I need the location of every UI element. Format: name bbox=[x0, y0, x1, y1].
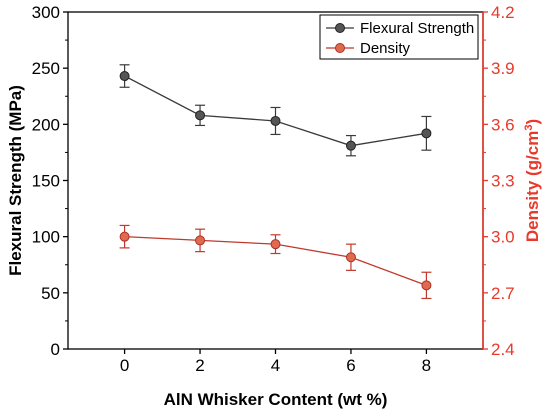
plot-area-border bbox=[67, 11, 484, 350]
y-right-tick-label: 2.4 bbox=[491, 340, 515, 359]
data-point-density bbox=[119, 231, 130, 242]
legend-label-flexural-strength: Flexural Strength bbox=[360, 20, 474, 37]
x-tick-label: 6 bbox=[346, 356, 355, 375]
x-tick-label: 0 bbox=[120, 356, 129, 375]
legend-marker-flexural-strength bbox=[335, 23, 345, 33]
y-right-axis-title-close: ) bbox=[523, 119, 542, 125]
data-point-density bbox=[195, 235, 206, 246]
y-left-tick-label: 150 bbox=[32, 172, 60, 191]
y-left-tick-label: 100 bbox=[32, 228, 60, 247]
data-point-flexural-strength bbox=[345, 140, 356, 151]
series-density bbox=[119, 224, 432, 300]
y-left-tick-label: 300 bbox=[32, 3, 60, 22]
data-point-density bbox=[421, 280, 432, 291]
data-point-flexural-strength bbox=[270, 115, 281, 126]
data-point-density bbox=[345, 252, 356, 263]
legend-box bbox=[319, 14, 479, 60]
y-right-axis-title: Density (g/cm3) bbox=[523, 119, 542, 242]
y-left-axis-title: Flexural Strength (MPa) bbox=[6, 85, 25, 276]
data-point-density bbox=[270, 239, 281, 250]
y-right-tick-label: 2.7 bbox=[491, 284, 515, 303]
y-left-tick-label: 50 bbox=[41, 284, 60, 303]
legend-marker-density bbox=[335, 43, 345, 53]
y-right-tick-label: 3.9 bbox=[491, 59, 515, 78]
legend-item-flexural-strength: Flexural Strength bbox=[326, 20, 474, 37]
y-left-tick-label: 0 bbox=[51, 340, 60, 359]
x-axis-title: AlN Whisker Content (wt %) bbox=[164, 390, 388, 409]
x-tick-label: 2 bbox=[195, 356, 204, 375]
data-point-flexural-strength bbox=[421, 128, 432, 139]
plot-frame bbox=[67, 11, 484, 350]
ticks-layer: 0 2 4 6 8 0 50 100 150 200 250 300 2.4 2.7 3.0 3.3 3.6 3.… bbox=[32, 3, 515, 375]
data-point-flexural-strength bbox=[119, 71, 130, 82]
y-right-tick-label: 3.6 bbox=[491, 115, 515, 134]
series-flexural-strength bbox=[119, 64, 432, 157]
y-right-tick-label: 3.0 bbox=[491, 228, 515, 247]
x-tick-label: 8 bbox=[422, 356, 431, 375]
y-left-tick-label: 200 bbox=[32, 115, 60, 134]
series-layer bbox=[119, 64, 432, 300]
y-left-tick-label: 250 bbox=[32, 59, 60, 78]
y-right-tick-label: 4.2 bbox=[491, 3, 515, 22]
legend: Flexural Strength Density bbox=[319, 14, 479, 60]
data-point-flexural-strength bbox=[195, 110, 206, 121]
y-right-axis-title-superscript: 3 bbox=[523, 125, 535, 131]
legend-label-density: Density bbox=[360, 40, 411, 57]
legend-item-density: Density bbox=[326, 40, 411, 57]
y-right-axis-title-main: Density (g/cm bbox=[523, 131, 542, 242]
x-tick-label: 4 bbox=[271, 356, 280, 375]
y-right-tick-label: 3.3 bbox=[491, 172, 515, 191]
